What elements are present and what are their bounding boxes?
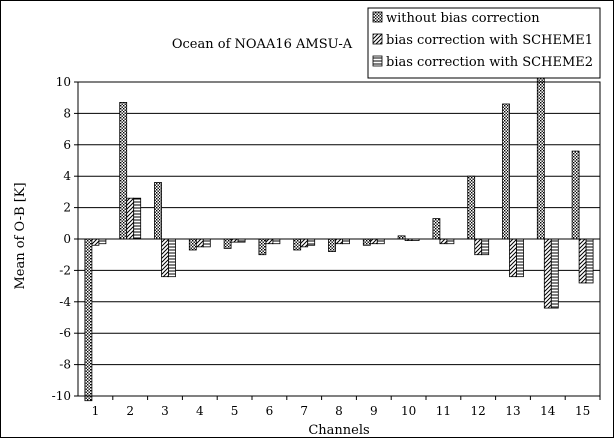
x-tick-label: 11 [436, 404, 451, 418]
bar-ch1-s2 [91, 238, 100, 246]
bar-ch15-s3 [585, 238, 594, 284]
y-tick-label: 8 [63, 106, 71, 120]
bar-ch2-s3 [133, 197, 142, 240]
bar-ch3-s3 [168, 238, 176, 278]
x-tick-label: 7 [300, 404, 308, 418]
bar-ch8-s2 [335, 238, 343, 245]
legend-swatch-s2 [372, 33, 383, 45]
y-tick-label: 4 [63, 169, 71, 183]
bar-ch13-s3 [516, 238, 524, 278]
bar-ch2-s2 [126, 197, 135, 240]
bar-ch15-s1 [571, 150, 580, 240]
legend: without bias correction bias correction w… [367, 7, 601, 79]
legend-label-s2: bias correction with SCHEME1 [386, 33, 593, 48]
y-tick-label: -2 [59, 263, 71, 277]
bar-ch9-s2 [369, 238, 378, 245]
chart-title: Ocean of NOAA16 AMSU-A [172, 37, 353, 52]
x-tick-label: 3 [161, 404, 169, 418]
bar-ch9-s1 [362, 238, 371, 246]
bar-ch6-s1 [258, 238, 267, 256]
bar-ch14-s1 [536, 76, 545, 240]
bar-ch5-s1 [223, 238, 232, 249]
x-tick-labels: 1 2 3 4 5 6 7 8 9 10 11 12 13 14 15 [92, 404, 591, 418]
x-tick-label: 4 [196, 404, 204, 418]
bar-ch11-s3 [446, 238, 455, 245]
x-tick-label: 10 [401, 404, 416, 418]
bar-ch14-s2 [543, 238, 552, 309]
x-tick-label: 8 [335, 404, 343, 418]
x-tick-label: 6 [266, 404, 274, 418]
legend-box [367, 7, 601, 79]
x-tick-label: 2 [126, 404, 134, 418]
x-tick-label: 1 [92, 404, 100, 418]
bars [84, 76, 594, 402]
bar-ch9-s3 [376, 238, 385, 245]
legend-label-s3: bias correction with SCHEME2 [386, 55, 593, 70]
bar-ch7-s2 [300, 238, 309, 248]
bar-ch8-s1 [328, 238, 336, 252]
y-tick-label: -10 [52, 389, 71, 403]
bar-ch7-s1 [293, 238, 302, 251]
bar-ch13-s2 [509, 238, 517, 278]
bar-ch15-s2 [578, 238, 587, 284]
bar-ch8-s3 [342, 238, 350, 245]
bar-ch11-s1 [432, 218, 441, 240]
bar-ch3-s1 [154, 182, 162, 240]
axes [77, 81, 601, 400]
bar-ch2-s1 [119, 102, 128, 240]
x-tick-label: 12 [471, 404, 486, 418]
bar-ch4-s2 [195, 238, 204, 248]
x-tick-label: 13 [505, 404, 520, 418]
bar-ch4-s1 [188, 238, 197, 251]
y-tick-label: 10 [56, 75, 71, 89]
legend-swatch-s1 [372, 11, 383, 23]
bar-ch12-s1 [467, 175, 476, 240]
bar-ch4-s3 [202, 238, 211, 248]
bar-ch1-s1 [84, 238, 93, 402]
y-tick-label: -8 [59, 358, 71, 372]
y-axis-label: Mean of O-B [K] [13, 182, 28, 289]
bar-ch7-s3 [307, 238, 316, 246]
bar-ch13-s1 [502, 103, 510, 240]
y-tick-label: -6 [59, 326, 71, 340]
bar-ch6-s3 [272, 238, 281, 245]
legend-label-s1: without bias correction [386, 11, 540, 26]
x-tick-label: 5 [231, 404, 239, 418]
bar-ch14-s3 [550, 238, 559, 309]
y-tick-label: 2 [63, 201, 71, 215]
bar-ch6-s2 [265, 238, 274, 245]
y-tick-label: 6 [63, 138, 71, 152]
y-tick-label: 0 [63, 232, 71, 246]
x-tick-label: 14 [540, 404, 556, 418]
bar-ch12-s2 [474, 238, 483, 256]
x-axis-label: Channels [308, 423, 369, 438]
x-tick-label: 9 [370, 404, 378, 418]
y-tick-label: -4 [59, 295, 71, 309]
bar-ch1-s3 [98, 238, 107, 245]
y-tick-labels: 10 8 6 4 2 0 -2 -4 -6 -8 -10 [52, 75, 72, 403]
x-tick-label: 15 [575, 404, 590, 418]
bar-ch12-s3 [481, 238, 490, 256]
bar-ch3-s2 [161, 238, 169, 278]
bar-ch11-s2 [439, 238, 448, 245]
legend-swatch-s3 [372, 55, 383, 67]
